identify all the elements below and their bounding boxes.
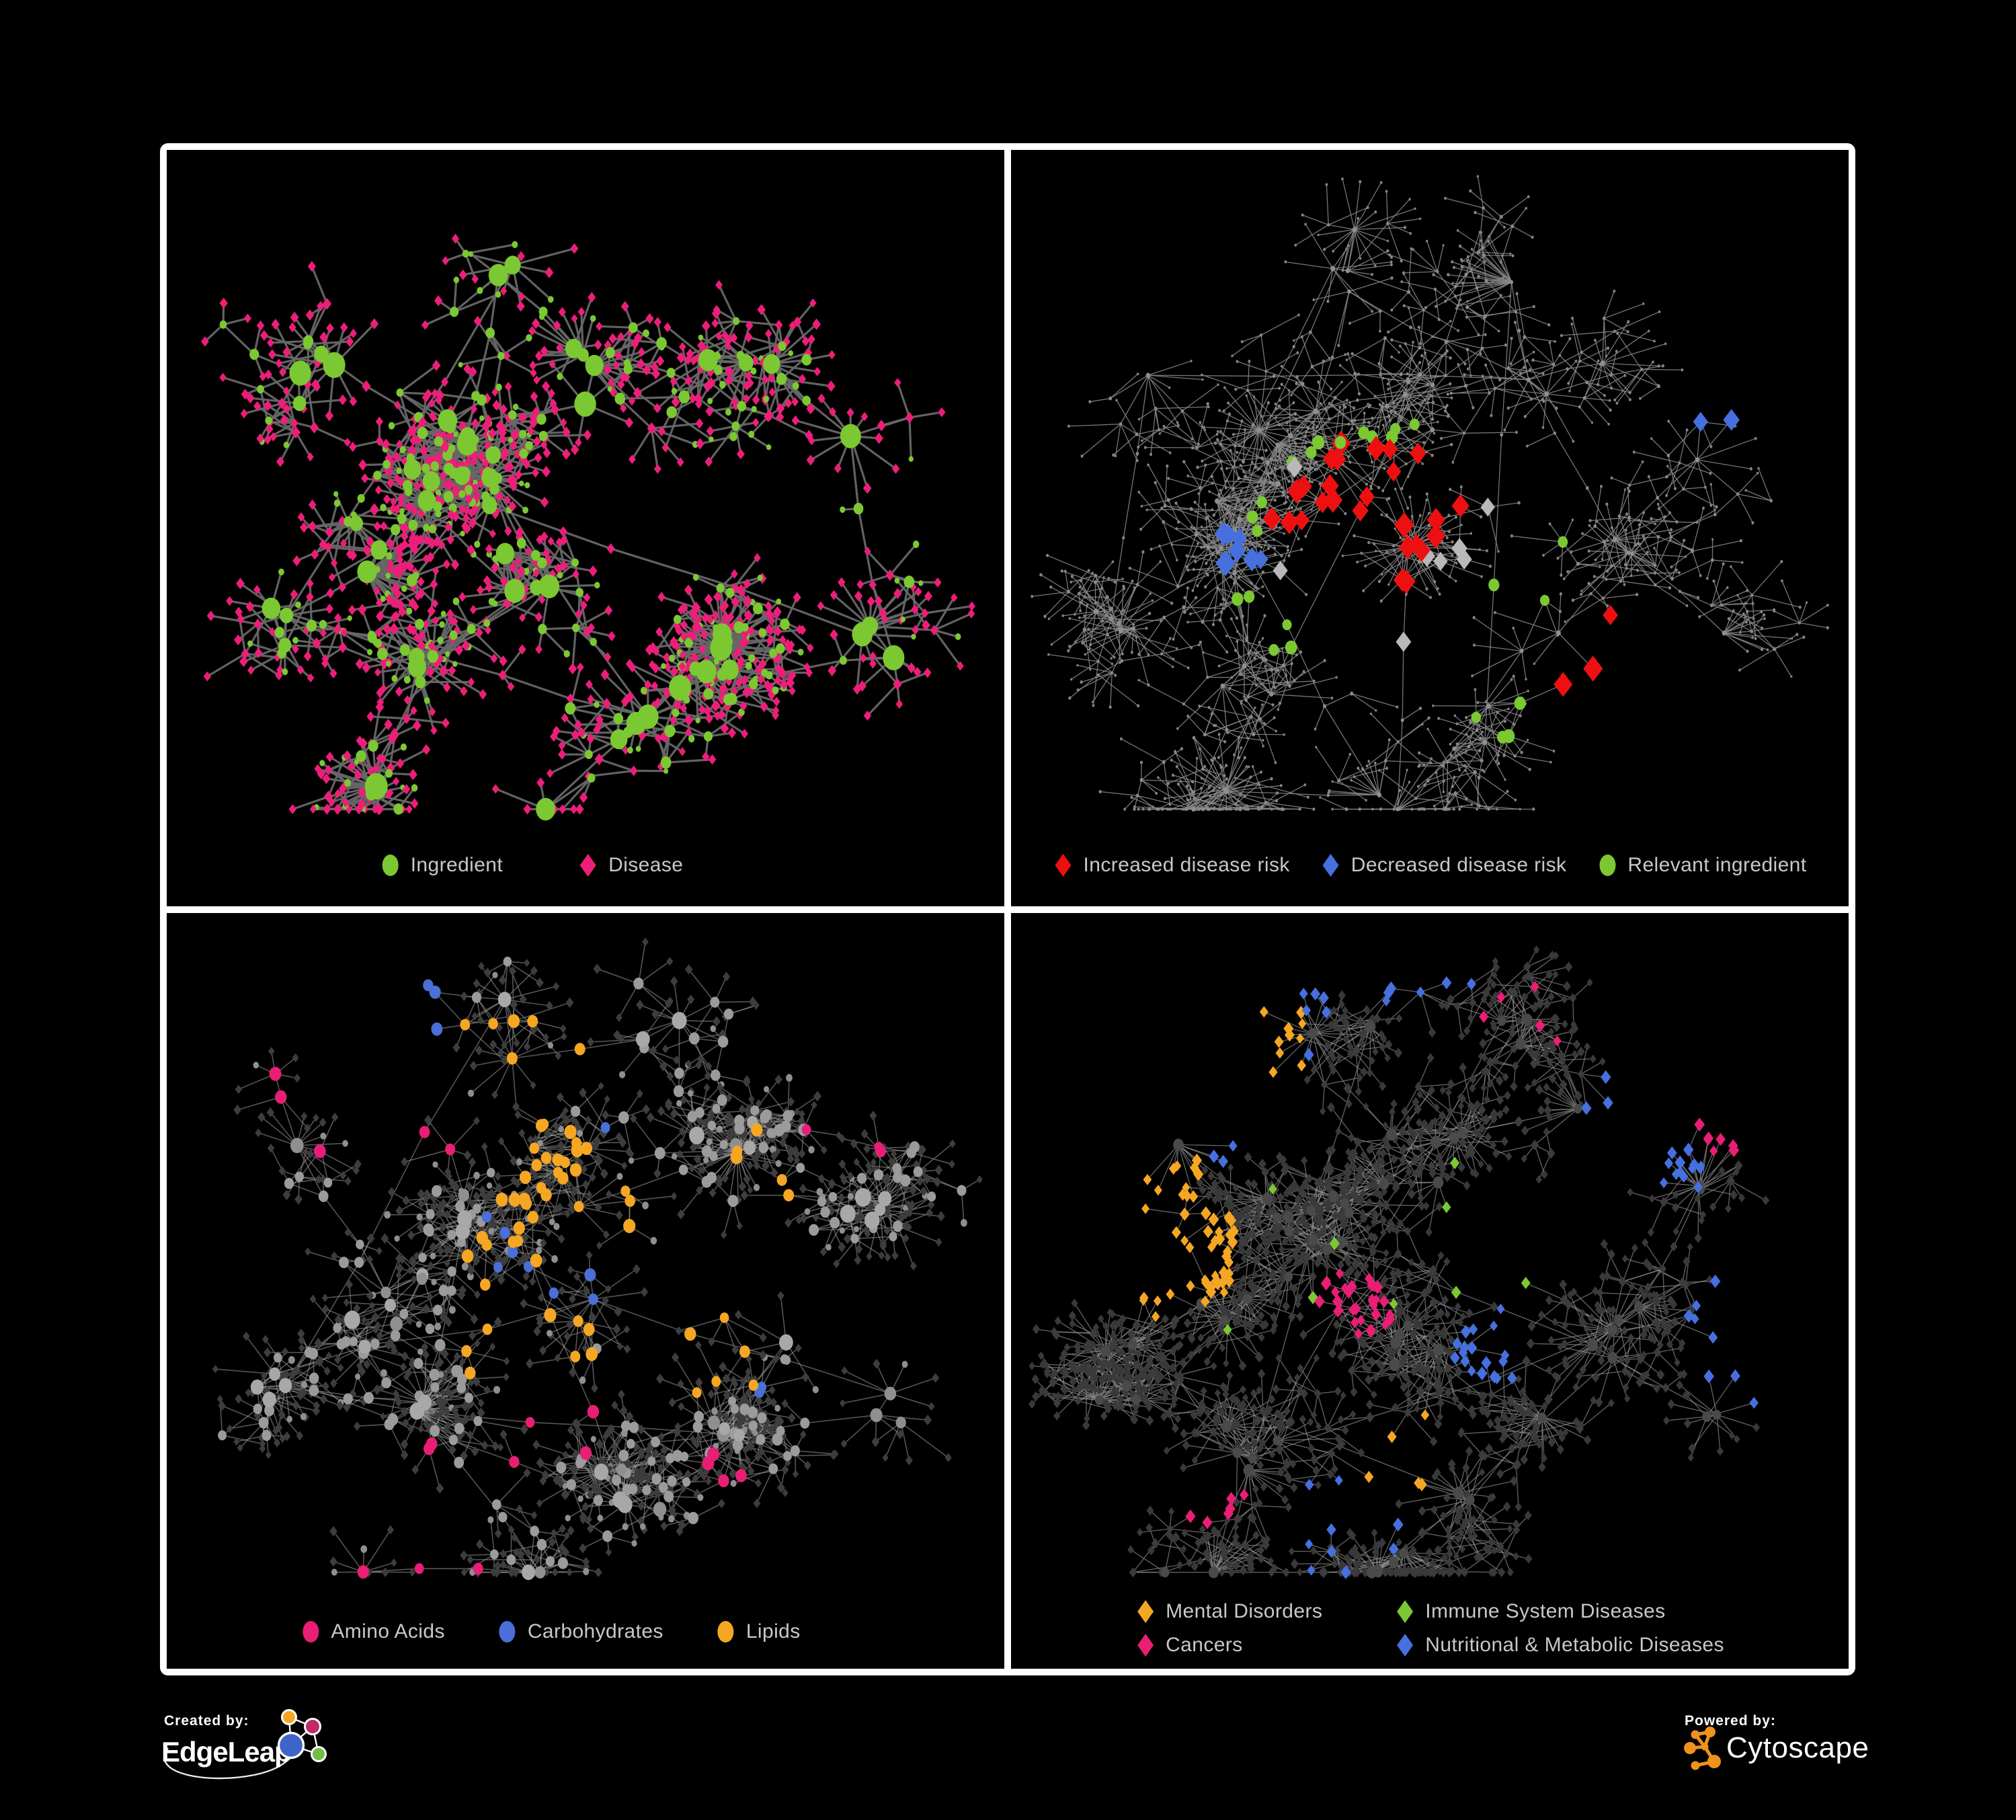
network-graph-disease-risk bbox=[1031, 175, 1829, 812]
legend-label: Disease bbox=[608, 853, 684, 876]
cytoscape-logo: Powered by: Cytoscape bbox=[1684, 1713, 1869, 1770]
legend-ingredient-disease: Ingredient Disease bbox=[380, 853, 684, 878]
legend-label: Amino Acids bbox=[331, 1620, 445, 1643]
legend-item: Ingredient bbox=[380, 853, 503, 878]
decreased-risk-marker-icon bbox=[1322, 853, 1339, 877]
relevant-ingredient-marker-icon bbox=[1599, 854, 1616, 876]
legend-item: Lipids bbox=[716, 1619, 801, 1645]
immune-system-marker-icon bbox=[1397, 1600, 1414, 1623]
network-graph-ingredient-disease bbox=[201, 233, 975, 821]
legend-item: Immune System Diseases bbox=[1395, 1599, 1724, 1624]
legend-item: Amino Acids bbox=[300, 1619, 444, 1645]
edgeleap-logo: Created by: EdgeLeap bbox=[161, 1709, 327, 1780]
mental-disorders-marker-icon bbox=[1137, 1600, 1154, 1623]
panel-grid: Ingredient Disease Increased disease ris… bbox=[160, 143, 1855, 1675]
legend-item: Increased disease risk bbox=[1053, 853, 1290, 878]
legend-label: Carbohydrates bbox=[527, 1620, 663, 1643]
legend-label: Nutritional & Metabolic Diseases bbox=[1425, 1634, 1724, 1656]
disease-marker-icon bbox=[580, 853, 597, 877]
legend-disease-risk: Increased disease risk Decreased disease… bbox=[1053, 853, 1807, 878]
cancers-marker-icon bbox=[1137, 1634, 1154, 1657]
network-graph-nutrient-classes bbox=[212, 937, 983, 1580]
legend-label: Ingredient bbox=[410, 853, 503, 876]
legend-item: Cancers bbox=[1135, 1632, 1322, 1658]
legend-label: Immune System Diseases bbox=[1425, 1600, 1666, 1622]
nutritional-metabolic-marker-icon bbox=[1397, 1634, 1414, 1657]
legend-label: Lipids bbox=[745, 1620, 801, 1643]
legend-nutrient-classes: Amino Acids Carbohydrates Lipids bbox=[300, 1619, 800, 1645]
legend-item: Disease bbox=[578, 853, 683, 878]
cytoscape-wordmark: Cytoscape bbox=[1726, 1731, 1869, 1764]
edgeleap-network-glyph bbox=[277, 1709, 327, 1762]
edgeleap-wordmark: EdgeLeap bbox=[161, 1736, 291, 1768]
panel-disease-classes: Mental Disorders Immune System Diseases … bbox=[1011, 912, 1849, 1669]
legend-item: Nutritional & Metabolic Diseases bbox=[1395, 1632, 1724, 1658]
legend-label: Increased disease risk bbox=[1083, 853, 1290, 876]
legend-item: Decreased disease risk bbox=[1321, 853, 1567, 878]
legend-label: Relevant ingredient bbox=[1627, 853, 1807, 876]
ingredient-marker-icon bbox=[382, 854, 399, 876]
panel-ingredient-disease: Ingredient Disease bbox=[167, 150, 1004, 906]
legend-item: Mental Disorders bbox=[1135, 1599, 1322, 1624]
legend-item: Carbohydrates bbox=[497, 1619, 663, 1645]
legend-label: Cancers bbox=[1166, 1634, 1243, 1656]
edgeleap-swoosh bbox=[163, 1747, 292, 1780]
legend-item: Relevant ingredient bbox=[1597, 853, 1806, 878]
cytoscape-network-icon bbox=[1684, 1727, 1721, 1770]
panel-nutrient-classes: Amino Acids Carbohydrates Lipids bbox=[167, 912, 1004, 1669]
carbohydrates-marker-icon bbox=[499, 1621, 516, 1643]
increased-risk-marker-icon bbox=[1055, 853, 1072, 877]
legend-disease-classes: Mental Disorders Immune System Diseases … bbox=[1135, 1599, 1724, 1658]
created-by-label: Created by: bbox=[164, 1713, 249, 1729]
amino-acids-marker-icon bbox=[303, 1621, 319, 1643]
panel-disease-risk: Increased disease risk Decreased disease… bbox=[1011, 150, 1849, 906]
legend-label: Decreased disease risk bbox=[1350, 853, 1567, 876]
network-graph-disease-classes bbox=[1028, 945, 1770, 1579]
lipids-marker-icon bbox=[717, 1621, 734, 1643]
legend-label: Mental Disorders bbox=[1166, 1600, 1323, 1622]
powered-by-label: Powered by: bbox=[1685, 1713, 1776, 1729]
